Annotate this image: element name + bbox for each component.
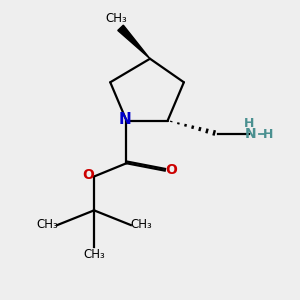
Text: N: N <box>118 112 131 128</box>
Text: CH₃: CH₃ <box>130 218 152 231</box>
Polygon shape <box>118 25 150 59</box>
Text: H: H <box>244 117 254 130</box>
Text: N: N <box>245 128 256 141</box>
Text: CH₃: CH₃ <box>105 12 127 25</box>
Text: O: O <box>82 168 94 182</box>
Text: CH₃: CH₃ <box>36 218 58 231</box>
Text: CH₃: CH₃ <box>83 248 105 261</box>
Text: O: O <box>165 163 177 177</box>
Text: H: H <box>262 128 273 141</box>
